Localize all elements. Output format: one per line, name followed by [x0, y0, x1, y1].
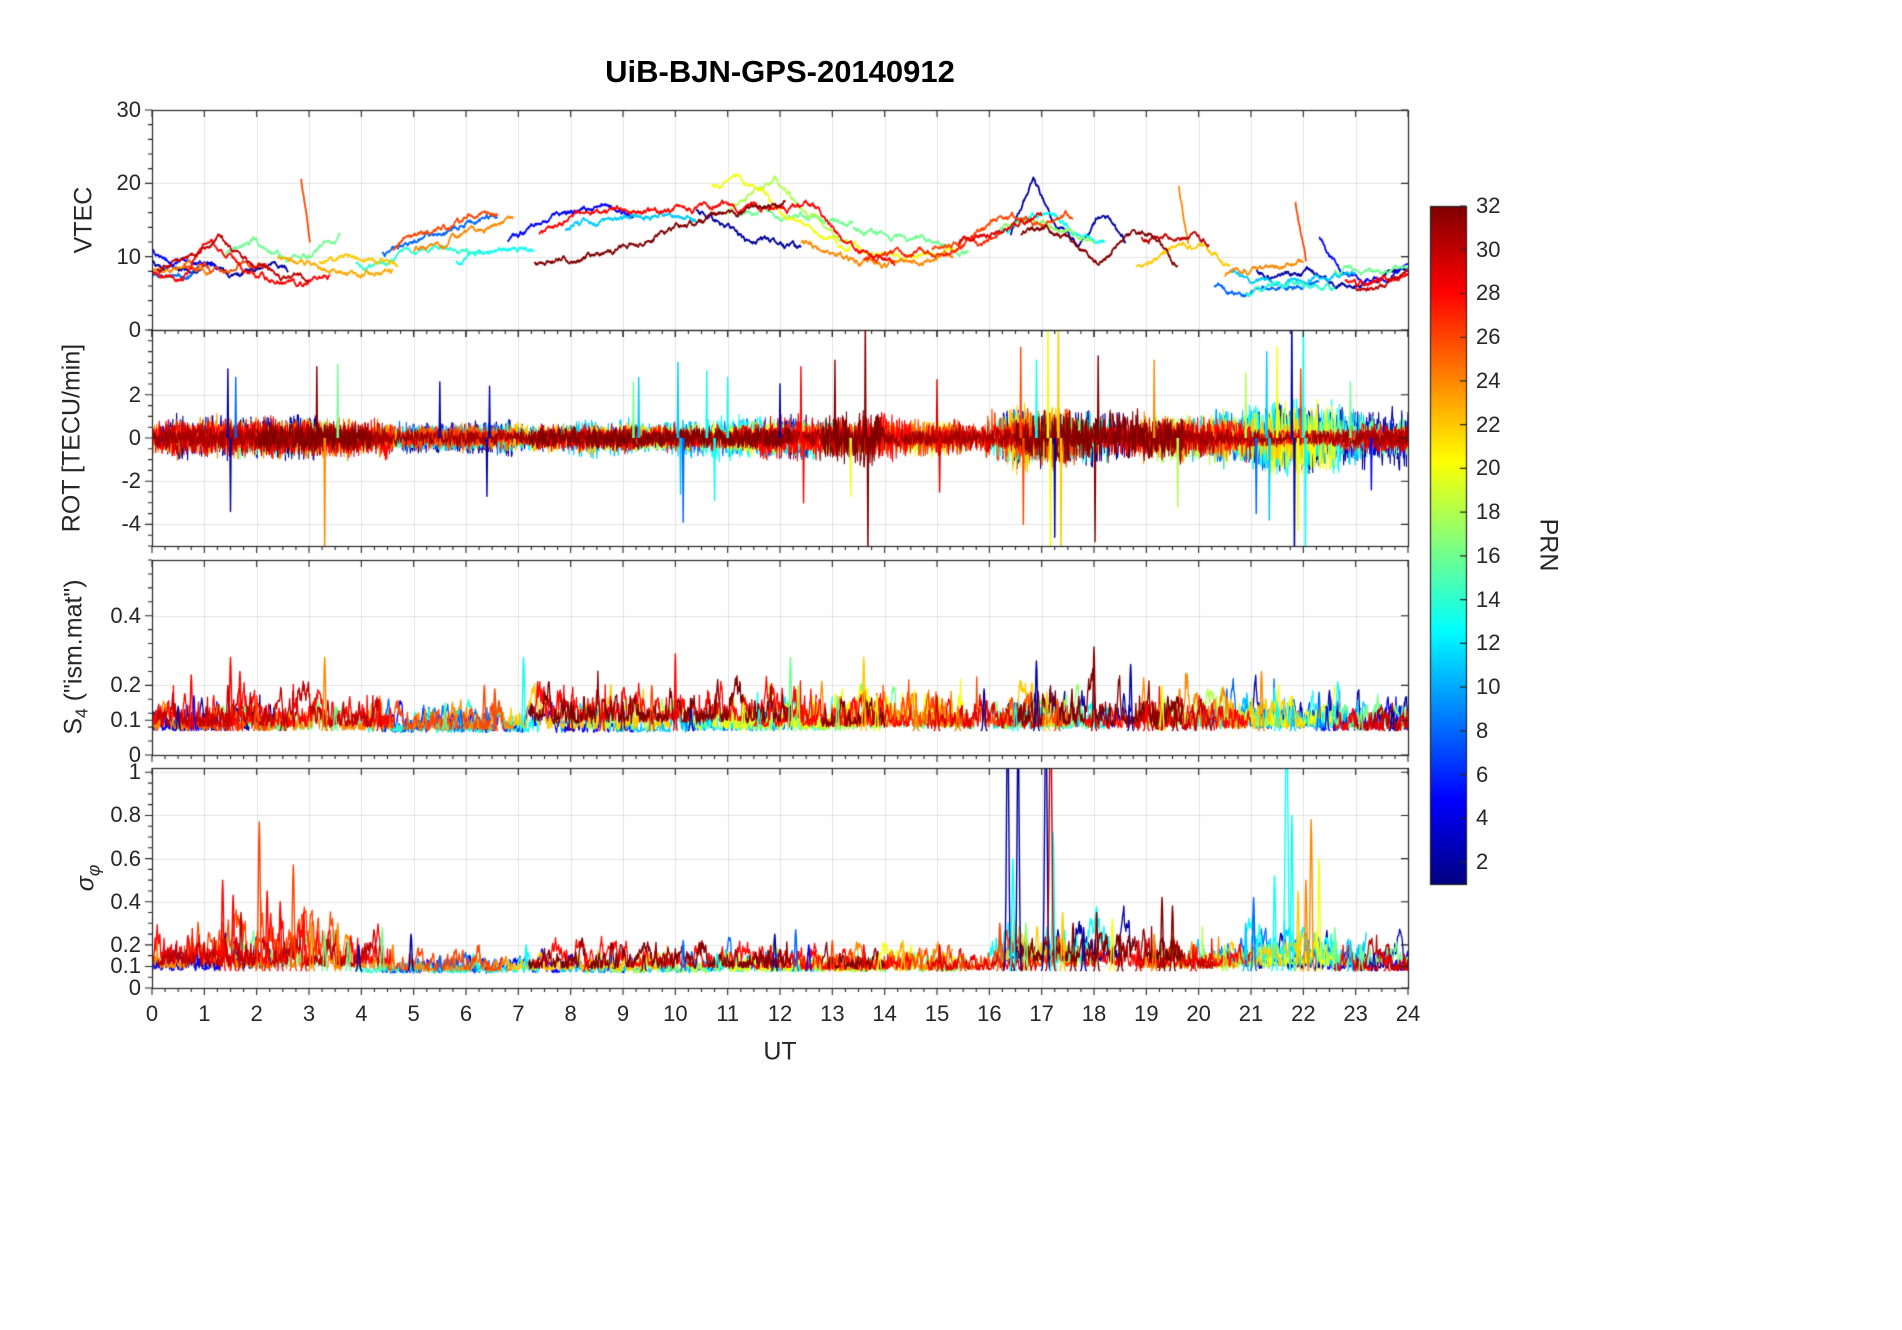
x-tick-label: 10 — [663, 1001, 688, 1026]
y-tick-label-vtec: 30 — [116, 97, 141, 122]
colorbar-tick-label: 6 — [1476, 761, 1489, 787]
x-tick-label: 6 — [459, 1001, 473, 1026]
colorbar-tick-label: 30 — [1476, 236, 1501, 262]
x-tick-label: 11 — [716, 1001, 740, 1026]
sigma-symbol: σ — [71, 876, 100, 892]
xlabel-ut: UT — [763, 1037, 797, 1066]
s4-subscript: 4 — [71, 708, 92, 718]
x-tick-label: 20 — [1186, 1001, 1211, 1026]
y-tick-label-s4: 0.1 — [110, 707, 141, 733]
colorbar-tick-label: 8 — [1476, 717, 1489, 743]
ylabel-rot: ROT [TECU/min] — [57, 343, 86, 533]
colorbar-tick-label: 12 — [1476, 630, 1501, 656]
y-tick-label-vtec: 0 — [128, 317, 141, 342]
x-tick-label: 0 — [145, 1001, 159, 1026]
x-tick-label: 23 — [1343, 1001, 1368, 1026]
x-tick-label: 2 — [250, 1001, 263, 1026]
y-tick-label-s4: 0.2 — [110, 672, 141, 698]
x-tick-label: 24 — [1395, 1001, 1421, 1026]
y-tick-label-vtec: 20 — [116, 170, 141, 196]
y-tick-label-sigma_phi: 0.4 — [110, 888, 141, 914]
y-tick-label-sigma_phi: 0.8 — [110, 802, 141, 828]
colorbar-tick-label: 20 — [1476, 455, 1501, 481]
x-tick-label: 12 — [767, 1001, 793, 1026]
y-tick-label-sigma_phi: 0.1 — [110, 953, 141, 979]
colorbar-label-prn: PRN — [1534, 518, 1563, 572]
x-tick-label: 13 — [820, 1001, 845, 1026]
ylabel-s4: S4 ("ism.mat") — [60, 579, 93, 734]
x-tick-label: 8 — [564, 1001, 577, 1026]
y-tick-label-vtec: 10 — [116, 243, 141, 269]
y-tick-label-sigma_phi: 0 — [128, 975, 141, 1000]
colorbar-tick-label: 24 — [1476, 367, 1501, 393]
x-tick-label: 1 — [198, 1001, 211, 1026]
x-tick-label: 4 — [355, 1001, 368, 1026]
chart-title: UiB-BJN-GPS-20140912 — [605, 54, 955, 89]
colorbar-tick-label: 32 — [1476, 193, 1501, 218]
y-tick-label-sigma_phi: 0.2 — [110, 931, 141, 957]
x-tick-label: 3 — [302, 1001, 316, 1026]
colorbar-tick-label: 2 — [1476, 849, 1489, 875]
x-tick-label: 22 — [1291, 1001, 1316, 1026]
colorbar-tick-label: 16 — [1476, 542, 1501, 568]
colorbar-tick-label: 22 — [1476, 411, 1501, 437]
x-tick-label: 9 — [616, 1001, 630, 1026]
s4-symbol: S — [59, 717, 88, 735]
y-tick-label-rot: 2 — [128, 381, 141, 407]
y-tick-label-sigma_phi: 0.6 — [110, 845, 141, 871]
x-tick-label: 15 — [924, 1001, 950, 1026]
colorbar-tick-label: 26 — [1476, 324, 1501, 350]
y-tick-label-rot: -2 — [121, 468, 141, 494]
x-tick-label: 18 — [1081, 1001, 1107, 1026]
y-tick-label-rot: 0 — [128, 425, 141, 450]
x-tick-label: 21 — [1238, 1001, 1264, 1026]
x-tick-label: 7 — [512, 1001, 525, 1026]
y-tick-label-sigma_phi: 1 — [128, 759, 141, 785]
y-tick-label-rot: -4 — [121, 511, 141, 537]
colorbar-tick-label: 14 — [1476, 586, 1501, 612]
ylabel-sigma-phi: σφ — [72, 865, 105, 892]
x-tick-label: 17 — [1029, 1001, 1054, 1026]
phi-subscript: φ — [83, 864, 104, 877]
x-tick-label: 19 — [1134, 1001, 1159, 1026]
colorbar-tick-label: 4 — [1476, 805, 1489, 831]
y-tick-label-s4: 0 — [128, 742, 141, 767]
x-tick-label: 14 — [872, 1001, 897, 1026]
ylabel-vtec: VTEC — [69, 186, 98, 254]
colorbar-tick-label: 18 — [1476, 499, 1501, 525]
colorbar-tick-label: 10 — [1476, 674, 1501, 700]
x-tick-label: 16 — [977, 1001, 1002, 1026]
s4-suffix: ("ism.mat") — [59, 579, 88, 709]
x-tick-label: 5 — [407, 1001, 420, 1026]
y-tick-label-s4: 0.4 — [110, 602, 141, 628]
colorbar-tick-label: 28 — [1476, 280, 1501, 306]
